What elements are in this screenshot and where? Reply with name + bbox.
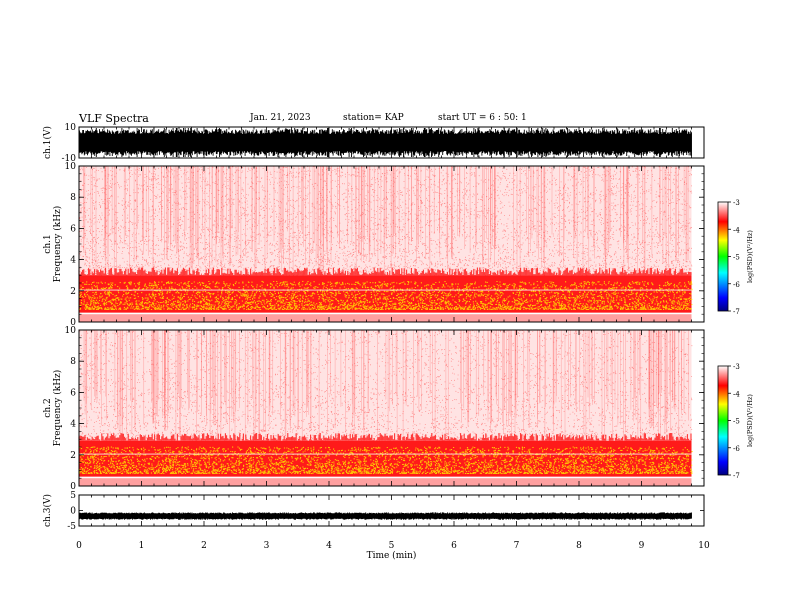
colorbar-tick-label: -6	[733, 445, 740, 453]
ch1-waveform-panel: 10 -10 ch.1(V)	[42, 123, 705, 164]
y-tick-label: 0	[70, 482, 76, 492]
y-tick-label: 2	[70, 287, 76, 297]
time-axis: 0 1 2 3 4 5 6 7 8 9 10 Time (min)	[76, 541, 710, 561]
station-label: station= KAP	[343, 113, 404, 123]
colorbar-label: log(PSD)(V²/Hz)	[746, 394, 754, 447]
date-label: Jan. 21, 2023	[250, 113, 311, 123]
y-tick-label: 5	[70, 491, 76, 501]
y-axis-label: ch.3(V)	[42, 494, 53, 527]
colorbar-tick-label: -6	[733, 281, 740, 289]
y-tick-label: 10	[65, 162, 77, 172]
spectrogram-streaks	[83, 330, 689, 440]
y-tick-label: 10	[65, 326, 77, 336]
x-tick-label: 10	[698, 541, 710, 551]
y-tick-label: -10	[62, 154, 77, 164]
y-axis-label: Frequency (kHz)	[52, 206, 63, 283]
x-tick-label: 1	[139, 541, 145, 551]
y-axis-label: Frequency (kHz)	[52, 370, 63, 447]
y-tick-label: 10	[65, 123, 77, 133]
spectrogram-speckle	[79, 165, 693, 276]
colorbar-tick-label: -7	[733, 472, 740, 480]
ch1-colorbar: -3 -4 -5 -6 -7 log(PSD)(V²/Hz)	[717, 199, 754, 316]
start-time-label: start UT = 6 : 50: 1	[438, 113, 527, 123]
y-axis-label: ch.1	[43, 234, 53, 253]
x-tick-label: 4	[326, 541, 332, 551]
waveform-trace	[79, 512, 692, 520]
chart-title: VLF Spectra	[79, 112, 149, 125]
spectrogram-streaks	[83, 166, 689, 276]
colorbar-tick-label: -4	[733, 390, 740, 398]
x-tick-label: 3	[264, 541, 270, 551]
ch2-colorbar: -3 -4 -5 -6 -7 log(PSD)(V²/Hz)	[717, 363, 754, 480]
x-tick-label: 7	[514, 541, 520, 551]
y-tick-label: 6	[70, 388, 76, 398]
colorbar-tick-label: -7	[733, 308, 740, 316]
x-axis-label: Time (min)	[367, 550, 417, 561]
y-tick-label: 0	[70, 318, 76, 328]
colorbar-tick-label: -3	[733, 199, 740, 207]
low-band	[79, 478, 692, 486]
spectrogram-peaks	[79, 446, 693, 475]
waveform-trace	[79, 128, 692, 157]
y-tick-label: 4	[70, 256, 76, 266]
colorbar-tick-label: -5	[733, 418, 740, 426]
colorbar-tick-label: -3	[733, 363, 740, 371]
y-tick-label: 2	[70, 451, 76, 461]
ch1-spectrogram-panel: 0 2 4 6 8 10 ch.1 Frequency (kHz)	[43, 162, 705, 328]
colorbar-label: log(PSD)(V²/Hz)	[746, 230, 754, 283]
x-tick-label: 9	[639, 541, 645, 551]
ch2-spectrogram-panel: 0 2 4 6 8 10 ch.2 Frequency (kHz)	[43, 326, 705, 492]
x-tick-label: 6	[451, 541, 457, 551]
x-tick-label: 8	[576, 541, 582, 551]
colorbar-gradient	[717, 201, 729, 312]
y-tick-label: 6	[70, 224, 76, 234]
y-tick-label: 8	[70, 193, 76, 203]
y-tick-label: -5	[67, 522, 76, 532]
colorbar-gradient	[717, 365, 729, 476]
y-tick-label: 4	[70, 420, 76, 430]
colorbar-tick-label: -5	[733, 254, 740, 262]
colorbar-tick-label: -4	[733, 226, 740, 234]
spectrogram-background	[79, 330, 692, 441]
x-tick-label: 5	[389, 541, 395, 551]
y-tick-label: 0	[70, 507, 76, 517]
y-axis-label: ch.1(V)	[42, 126, 53, 159]
y-tick-label: 8	[70, 357, 76, 367]
y-axis-label: ch.2	[43, 398, 53, 417]
ch3-waveform-panel: 5 0 -5 ch.3(V)	[42, 491, 705, 532]
x-tick-label: 0	[76, 541, 82, 551]
x-tick-label: 2	[201, 541, 207, 551]
low-band	[79, 314, 692, 322]
